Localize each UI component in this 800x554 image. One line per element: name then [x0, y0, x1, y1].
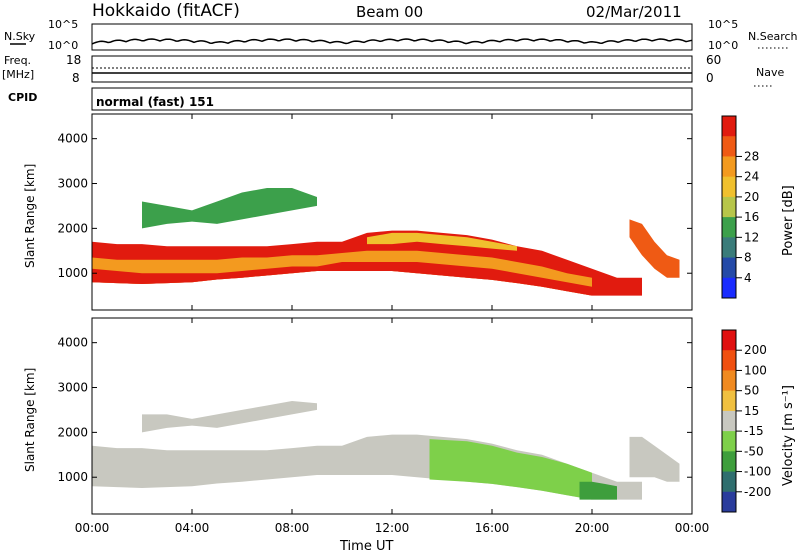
- colorbar-swatch: [722, 116, 736, 137]
- echo-region-3: [142, 401, 317, 433]
- y-tick-label: 3000: [57, 381, 88, 395]
- nsearch-tick-low: 10^0: [708, 39, 738, 52]
- nave-label: Nave: [756, 66, 784, 79]
- echo-region-5: [367, 232, 517, 251]
- colorbar-swatch: [722, 491, 736, 513]
- velocity-tick-label: 50: [744, 384, 759, 398]
- nsky-trace: [91, 38, 693, 45]
- power-tick-label: 8: [744, 251, 752, 265]
- velocity-tick-label: 100: [744, 363, 767, 377]
- colorbar-swatch: [722, 196, 736, 218]
- nsky-tick-high: 10^5: [48, 18, 78, 31]
- echo-region-1: [92, 250, 592, 296]
- y-tick-label: 1000: [57, 470, 88, 484]
- velocity-tick-label: -100: [744, 465, 771, 479]
- colorbar-swatch: [722, 390, 736, 412]
- cpid-label: CPID: [8, 91, 37, 104]
- colorbar-swatch: [722, 136, 736, 157]
- velocity-heatmap: [92, 401, 680, 500]
- y-tick-label: 4000: [57, 336, 88, 350]
- cpid-strip: CPID normal (fast) 151: [8, 87, 693, 111]
- nsearch-label: N.Search: [748, 30, 798, 43]
- echo-region-3: [629, 219, 680, 278]
- freq-tick-high: 18: [66, 53, 81, 67]
- velocity-tick-label: -50: [744, 444, 764, 458]
- echo-region-2: [579, 481, 617, 500]
- echo-region-2: [92, 262, 592, 296]
- power-tick-label: 20: [744, 190, 759, 204]
- power-heatmap: [92, 188, 680, 296]
- nave-tick-high: 60: [706, 53, 721, 67]
- y-tick-label: 2000: [57, 221, 88, 235]
- colorbar-swatch: [722, 257, 736, 279]
- colorbar-swatch: [722, 431, 736, 452]
- x-axis-label: Time UT: [339, 539, 393, 554]
- power-colorbar: 4 8 12 16 20 24 28 Power [dB]: [721, 115, 796, 299]
- freq-unit: [MHz]: [2, 68, 34, 81]
- x-tick-label: 20:00: [575, 521, 610, 535]
- freq-strip: Freq. [MHz] 18 8 60 0 Nave: [2, 53, 784, 87]
- time-axis: 00:00 04:00 08:00 12:00 16:00 20:00 00:00: [75, 114, 710, 535]
- date-label: 02/Mar/2011: [586, 3, 682, 21]
- colorbar-swatch: [722, 410, 736, 432]
- velocity-tick-label: -15: [744, 424, 764, 438]
- freq-tick-low: 8: [72, 71, 80, 85]
- y-tick-label: 1000: [57, 266, 88, 280]
- cpid-text: normal (fast) 151: [96, 95, 214, 109]
- colorbar-swatch: [722, 176, 736, 198]
- x-tick-label: 12:00: [375, 521, 410, 535]
- beam-label: Beam 00: [356, 3, 423, 21]
- velocity-colorbar-title: Velocity [m s⁻¹]: [781, 385, 796, 486]
- station-title: Hokkaido (fitACF): [92, 1, 240, 21]
- x-tick-label: 04:00: [175, 521, 210, 535]
- power-tick-label: 24: [744, 170, 759, 184]
- y-tick-label: 4000: [57, 132, 88, 146]
- colorbar-swatch: [722, 156, 736, 178]
- nave-tick-low: 0: [706, 71, 714, 85]
- colorbar-swatch: [722, 330, 736, 351]
- velocity-panel: Slant Range [km] 1000 2000 3000 4000: [23, 317, 693, 515]
- x-tick-label: 00:00: [75, 521, 110, 535]
- power-tick-label: 16: [744, 210, 759, 224]
- nsearch-tick-high: 10^5: [708, 18, 738, 31]
- y-tick-label: 3000: [57, 177, 88, 191]
- power-tick-label: 12: [744, 230, 759, 244]
- colorbar-swatch: [722, 277, 736, 299]
- x-tick-label: 00:00: [675, 521, 710, 535]
- echo-region-4: [629, 436, 680, 482]
- velocity-ylabel: Slant Range [km]: [23, 368, 37, 472]
- colorbar-swatch: [722, 237, 736, 259]
- nsky-tick-low: 10^0: [48, 39, 78, 52]
- power-panel: Slant Range [km] 1000 2000 3000 4000: [23, 113, 693, 311]
- echo-region-4: [142, 188, 317, 229]
- power-y-ticks: 1000 2000 3000 4000: [57, 132, 692, 280]
- y-tick-label: 2000: [57, 425, 88, 439]
- x-tick-label: 08:00: [275, 521, 310, 535]
- velocity-tick-label: 200: [744, 343, 767, 357]
- power-colorbar-title: Power [dB]: [781, 185, 796, 256]
- nsky-strip: N.Sky 10^5 10^0 10^5 10^0 N.Search: [4, 18, 798, 52]
- velocity-tick-label: -200: [744, 485, 771, 499]
- colorbar-swatch: [722, 471, 736, 493]
- colorbar-swatch: [722, 370, 736, 392]
- power-tick-label: 4: [744, 271, 752, 285]
- colorbar-swatch: [722, 217, 736, 238]
- nsky-label: N.Sky: [4, 30, 36, 43]
- velocity-tick-label: 15: [744, 404, 759, 418]
- echo-region-1: [429, 439, 592, 500]
- velocity-colorbar: 200 100 50 15 -15 -50 -100 -200 Velocity [m s⁻¹…: [721, 329, 796, 513]
- power-tick-label: 28: [744, 149, 759, 163]
- x-tick-label: 16:00: [475, 521, 510, 535]
- freq-label: Freq.: [4, 54, 31, 67]
- colorbar-swatch: [722, 350, 736, 371]
- velocity-y-ticks: 1000 2000 3000 4000: [57, 336, 692, 484]
- colorbar-swatch: [722, 451, 736, 473]
- power-ylabel: Slant Range [km]: [23, 164, 37, 268]
